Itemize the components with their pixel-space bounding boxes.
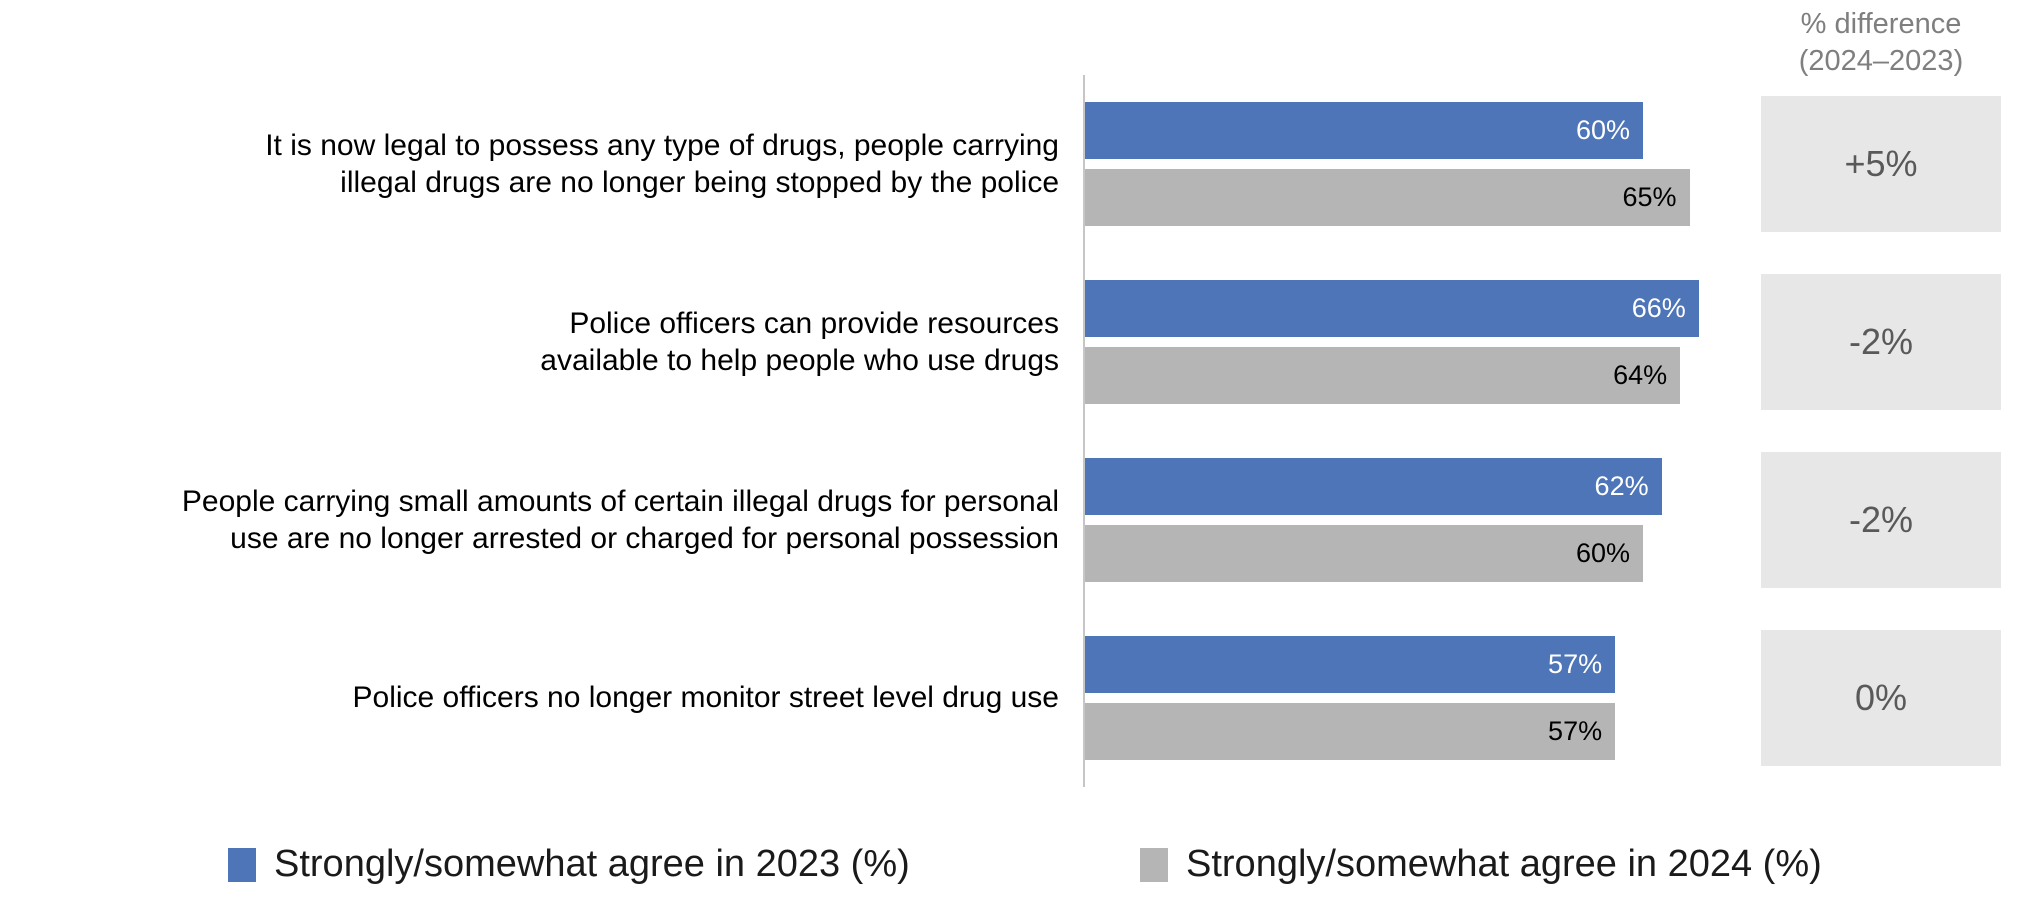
difference-badge: -2% [1761, 274, 2001, 410]
plot-diff-gap [1720, 431, 1761, 609]
plot-diff-gap [1720, 75, 1761, 253]
diff-header-line2: (2024–2023) [1798, 45, 1964, 78]
bar-2024: 57% [1085, 703, 1616, 760]
category-label: Police officers can provide resources av… [540, 306, 1059, 377]
bar-2023: 60% [1085, 102, 1643, 159]
legend-swatch-2024 [1140, 847, 1168, 882]
bar-value-2023: 60% [1575, 115, 1630, 145]
diff-column-header: % difference (2024–2023) [1761, 6, 2001, 80]
legend-label-2024: Strongly/somewhat agree in 2024 (%) [1186, 843, 1822, 885]
plot-area: 57% 57% [1083, 609, 1720, 787]
chart-row: Police officers no longer monitor street… [0, 609, 2001, 787]
difference-badge: 0% [1761, 630, 2001, 766]
chart-row: It is now legal to possess any type of d… [0, 75, 2001, 253]
bar-2024: 65% [1085, 169, 1690, 226]
bar-value-2024: 64% [1613, 360, 1668, 390]
bar-value-2024: 65% [1622, 182, 1677, 212]
plot-diff-gap [1720, 253, 1761, 431]
chart-row: People carrying small amounts of certain… [0, 431, 2001, 609]
bar-2023: 57% [1085, 636, 1616, 693]
bar-value-2024: 60% [1575, 538, 1630, 568]
category-label: It is now legal to possess any type of d… [265, 128, 1059, 199]
category-label: Police officers no longer monitor street… [352, 681, 1059, 715]
bar-2024: 64% [1085, 347, 1681, 404]
bar-chart-rows: It is now legal to possess any type of d… [0, 75, 2001, 787]
bar-value-2024: 57% [1548, 716, 1603, 746]
legend-label-2023: Strongly/somewhat agree in 2023 (%) [274, 843, 910, 885]
plot-area: 62% 60% [1083, 431, 1720, 609]
legend-item-2024: Strongly/somewhat agree in 2024 (%) [1140, 843, 1822, 886]
chart-row: Police officers can provide resources av… [0, 253, 2001, 431]
bar-value-2023: 57% [1548, 649, 1603, 679]
plot-area: 66% 64% [1083, 253, 1720, 431]
legend-item-2023: Strongly/somewhat agree in 2023 (%) [228, 843, 910, 886]
bar-value-2023: 62% [1594, 471, 1649, 501]
difference-badge: +5% [1761, 96, 2001, 232]
plot-area: 60% 65% [1083, 75, 1720, 253]
legend: Strongly/somewhat agree in 2023 (%) Stro… [0, 843, 2025, 899]
legend-swatch-2023 [228, 847, 256, 882]
bar-2024: 60% [1085, 525, 1643, 582]
bar-2023: 66% [1085, 280, 1699, 337]
category-label: People carrying small amounts of certain… [181, 484, 1059, 555]
plot-diff-gap [1720, 609, 1761, 787]
bar-value-2023: 66% [1631, 293, 1686, 323]
difference-badge: -2% [1761, 452, 2001, 588]
diff-header-line1: % difference [1800, 8, 1962, 40]
bar-2023: 62% [1085, 458, 1662, 515]
